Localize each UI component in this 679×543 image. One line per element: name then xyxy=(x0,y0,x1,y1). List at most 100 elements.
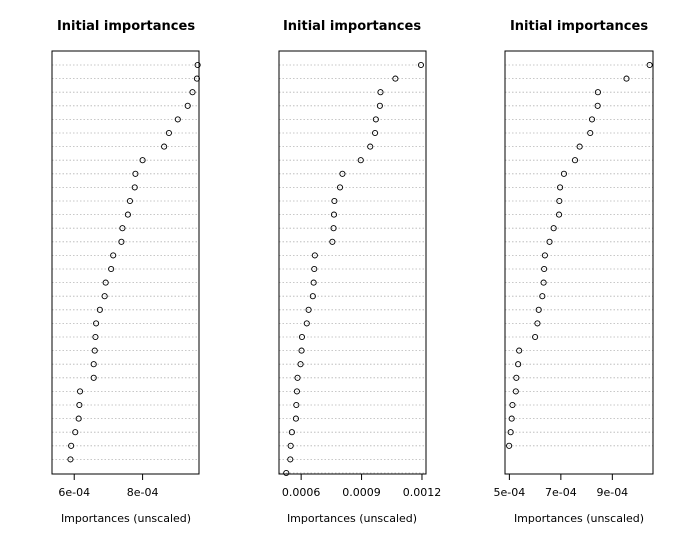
data-point xyxy=(139,157,146,164)
panel-2: Initial importances Importances (unscale… xyxy=(278,19,441,525)
data-point xyxy=(512,388,519,395)
data-point xyxy=(91,347,98,354)
data-point xyxy=(194,61,201,69)
x-axis-label: Importances (unscaled) xyxy=(514,512,644,525)
data-point xyxy=(310,279,317,286)
data-point xyxy=(76,401,83,409)
data-point xyxy=(532,333,539,341)
data-point xyxy=(297,361,304,368)
data-point xyxy=(90,374,97,381)
x-axis: 5e-04 7e-04 9e-04 xyxy=(494,474,628,499)
data-point xyxy=(93,320,100,327)
gridlines xyxy=(52,64,199,460)
data-point xyxy=(541,265,548,273)
data-point xyxy=(556,211,563,218)
x-tick-label: 5e-04 xyxy=(494,486,526,499)
data-point xyxy=(174,116,181,123)
data-point xyxy=(75,415,82,422)
data-point xyxy=(298,347,305,354)
x-tick-label: 8e-04 xyxy=(127,486,159,499)
data-point xyxy=(646,61,653,69)
data-point xyxy=(193,75,200,82)
x-axis-label: Importances (unscaled) xyxy=(61,512,191,525)
data-point xyxy=(377,89,384,96)
data-point xyxy=(339,170,346,177)
data-point xyxy=(623,75,630,82)
data-point xyxy=(330,225,337,232)
data-point xyxy=(376,102,383,109)
data-point xyxy=(550,225,557,232)
data-point xyxy=(72,429,79,436)
data-point xyxy=(576,143,583,150)
data-point xyxy=(513,374,520,381)
data-point xyxy=(101,293,108,300)
x-tick-label: 0.0006 xyxy=(282,486,321,499)
data-point xyxy=(546,238,553,245)
data-point xyxy=(184,102,191,109)
data-point xyxy=(76,388,84,395)
x-tick-label: 0.0012 xyxy=(403,486,442,499)
plot-frame xyxy=(278,50,427,475)
data-points xyxy=(283,61,425,477)
plot-frame xyxy=(51,50,200,475)
data-point xyxy=(541,252,548,259)
data-point xyxy=(336,184,344,191)
data-point xyxy=(292,415,299,422)
data-point xyxy=(161,143,168,150)
data-point xyxy=(594,102,601,109)
data-point xyxy=(508,415,515,422)
data-point xyxy=(367,143,374,150)
data-point xyxy=(132,170,139,177)
x-tick-label: 7e-04 xyxy=(545,486,577,499)
data-point xyxy=(126,197,133,205)
data-point xyxy=(287,456,294,463)
data-point xyxy=(357,157,364,164)
gridlines xyxy=(505,64,653,447)
data-point xyxy=(108,265,115,273)
data-point xyxy=(556,197,563,205)
data-point xyxy=(102,279,109,286)
data-point xyxy=(371,129,379,137)
data-point xyxy=(96,306,103,313)
data-points xyxy=(67,61,201,463)
x-tick-label: 0.0009 xyxy=(342,486,381,499)
data-point xyxy=(305,306,312,313)
x-axis-label: Importances (unscaled) xyxy=(287,512,417,525)
data-point xyxy=(534,320,541,327)
data-point xyxy=(124,211,131,218)
plot-frame xyxy=(504,50,654,475)
data-point xyxy=(298,333,306,341)
data-point xyxy=(535,306,542,313)
x-tick-label: 6e-04 xyxy=(58,486,90,499)
data-point xyxy=(331,197,338,205)
data-point xyxy=(288,429,295,436)
data-point xyxy=(311,252,318,259)
panel-1: Initial importances Importances (unscale… xyxy=(51,19,201,525)
panel-title: Initial importances xyxy=(283,19,421,34)
data-point xyxy=(283,469,290,477)
data-point xyxy=(311,265,318,273)
data-point xyxy=(392,75,399,82)
data-point xyxy=(330,211,338,218)
data-point xyxy=(560,170,567,177)
data-points xyxy=(506,61,653,449)
data-point xyxy=(417,61,425,69)
data-point xyxy=(507,429,514,436)
data-point xyxy=(506,442,513,449)
data-point xyxy=(118,238,125,245)
data-point xyxy=(68,442,75,449)
x-axis: 0.0006 0.0009 0.0012 xyxy=(282,474,441,499)
data-point xyxy=(539,293,546,300)
data-point xyxy=(90,361,97,368)
x-tick-label: 9e-04 xyxy=(596,486,628,499)
data-point xyxy=(571,157,579,164)
data-point xyxy=(516,347,523,354)
data-point xyxy=(293,388,300,395)
data-point xyxy=(329,238,336,245)
data-point xyxy=(131,184,138,191)
data-point xyxy=(165,129,172,137)
data-point xyxy=(287,442,294,449)
panel-3: Initial importances Importances (unscale… xyxy=(494,19,654,525)
